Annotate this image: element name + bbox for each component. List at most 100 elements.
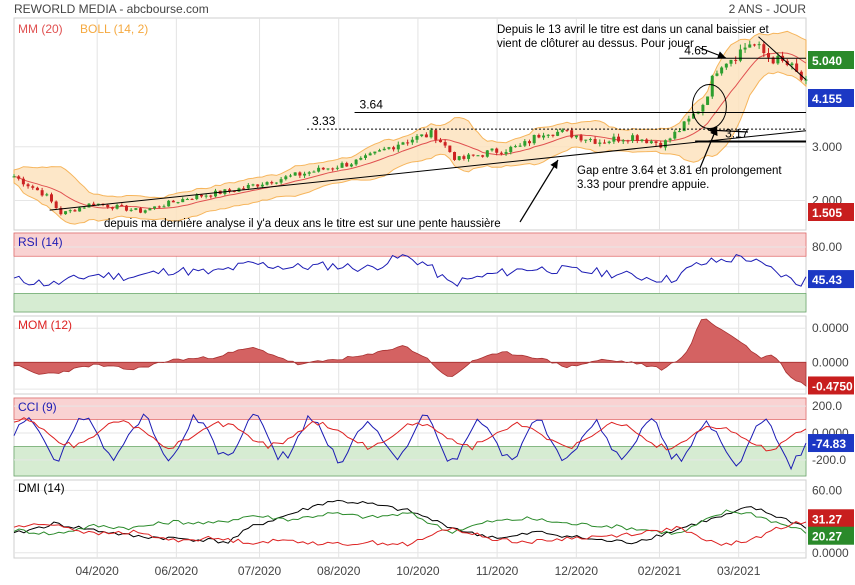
level-label: 3.33 bbox=[312, 114, 336, 128]
candle-body bbox=[631, 135, 635, 141]
candle-body bbox=[190, 198, 194, 200]
candle-body bbox=[621, 140, 625, 142]
header-left: REWORLD MEDIA - abcbourse.com bbox=[14, 2, 209, 16]
price-badge-low-text: 1.505 bbox=[812, 206, 842, 220]
candle-body bbox=[54, 201, 58, 209]
candle-body bbox=[659, 142, 663, 148]
price-badge-low bbox=[808, 203, 854, 221]
candle-body bbox=[392, 147, 396, 150]
candle-body bbox=[429, 130, 433, 138]
candle-body bbox=[317, 167, 321, 172]
overlay-layer: 04/2020 06/2020 07/2020 08/2020 10/2020 11/20… bbox=[49, 36, 854, 578]
candle-body bbox=[509, 146, 513, 153]
candle-body bbox=[706, 96, 710, 105]
candle-body bbox=[363, 155, 367, 158]
candle-body bbox=[748, 44, 752, 48]
bollinger-band bbox=[13, 30, 807, 225]
price-ma-label: MM (20) bbox=[18, 22, 63, 36]
price-badge-high bbox=[808, 51, 854, 69]
arrow-trend bbox=[519, 159, 559, 223]
candle-body bbox=[640, 139, 644, 142]
candle-body bbox=[476, 155, 480, 157]
panel-frame-dmi bbox=[13, 479, 807, 559]
rsi-zone-0 bbox=[13, 232, 807, 257]
cci-series-blue bbox=[13, 413, 807, 471]
cci-series-red bbox=[13, 417, 807, 452]
mom-badge-text: -0.4750 bbox=[812, 379, 853, 393]
candle-body bbox=[181, 199, 185, 203]
candle-body bbox=[17, 176, 21, 179]
annotation-gap-line2: 3.33 pour prendre appuie. bbox=[577, 179, 709, 191]
candle-body bbox=[139, 208, 143, 213]
dmi-series-black bbox=[13, 499, 807, 545]
header-right: 2 ANS - JOUR bbox=[729, 2, 807, 16]
candle-body bbox=[12, 176, 16, 178]
candle-body bbox=[345, 163, 349, 167]
candle-body bbox=[757, 44, 761, 46]
candle-body bbox=[457, 156, 461, 160]
candle-body bbox=[715, 73, 719, 76]
candle-body bbox=[143, 210, 147, 213]
annotation-channel-line1: Depuis le 13 avril le titre est dans un … bbox=[497, 24, 769, 36]
candle-body bbox=[607, 141, 611, 143]
candle-body bbox=[284, 176, 288, 180]
candle-body bbox=[626, 140, 630, 142]
candle-body bbox=[513, 146, 517, 148]
trendline-0 bbox=[49, 130, 807, 211]
candle-body bbox=[523, 141, 527, 146]
candle-body bbox=[73, 210, 77, 212]
candle-body bbox=[35, 187, 39, 191]
candle-body bbox=[242, 188, 246, 190]
candle-body bbox=[588, 139, 592, 141]
candle-body bbox=[396, 144, 400, 150]
x-axis-label: 06/2020 bbox=[155, 564, 199, 578]
candle-body bbox=[260, 184, 264, 187]
candle-body bbox=[45, 194, 49, 196]
candle-body bbox=[551, 134, 555, 136]
data-layer bbox=[12, 30, 808, 547]
candle-body bbox=[720, 67, 724, 74]
gap-circle bbox=[691, 84, 727, 130]
candle-body bbox=[49, 194, 53, 202]
candle-body bbox=[579, 135, 583, 141]
candle-body bbox=[382, 148, 386, 151]
candle-body bbox=[265, 182, 269, 185]
candle-body bbox=[528, 141, 532, 144]
candle-body bbox=[645, 139, 649, 144]
x-axis-label: 08/2020 bbox=[317, 564, 361, 578]
candle-body bbox=[293, 172, 297, 176]
candle-body bbox=[298, 172, 302, 176]
candle-body bbox=[467, 154, 471, 159]
rsi-badge-text: 45.43 bbox=[812, 273, 842, 287]
candle-body bbox=[228, 189, 232, 191]
x-axis-label: 10/2020 bbox=[396, 564, 440, 578]
mom-y-tick: 0.0000 bbox=[812, 321, 849, 335]
candle-body bbox=[349, 164, 353, 167]
candle-body bbox=[176, 202, 180, 204]
cci-badge bbox=[808, 434, 854, 453]
candle-body bbox=[195, 194, 199, 200]
candle-body bbox=[598, 142, 602, 144]
candle-body bbox=[256, 184, 260, 187]
candle-body bbox=[303, 173, 307, 176]
x-axis-label: 12/2020 bbox=[555, 564, 599, 578]
candle-body bbox=[232, 190, 236, 192]
dmi-badge-upper-text: 31.27 bbox=[812, 512, 842, 526]
candle-body bbox=[185, 198, 189, 200]
candle-body bbox=[462, 156, 466, 159]
annotation-trend: depuis ma dernière analyse il y'a deux a… bbox=[104, 218, 501, 230]
candle-body bbox=[701, 104, 705, 112]
candle-body bbox=[767, 53, 771, 58]
candle-body bbox=[438, 139, 442, 143]
candle-body bbox=[617, 136, 621, 142]
x-axis-label: 04/2020 bbox=[75, 564, 119, 578]
dmi-y-tick: 60.00 bbox=[812, 483, 842, 497]
candle-body bbox=[64, 211, 68, 215]
candle-body bbox=[26, 184, 30, 187]
cci-zone-0 bbox=[13, 397, 807, 420]
candle-body bbox=[532, 134, 536, 144]
annotation-channel-line2: vient de clôturer au dessus. Pour jouer bbox=[497, 38, 694, 50]
price-badge-last bbox=[808, 89, 854, 107]
candle-body bbox=[279, 179, 283, 183]
